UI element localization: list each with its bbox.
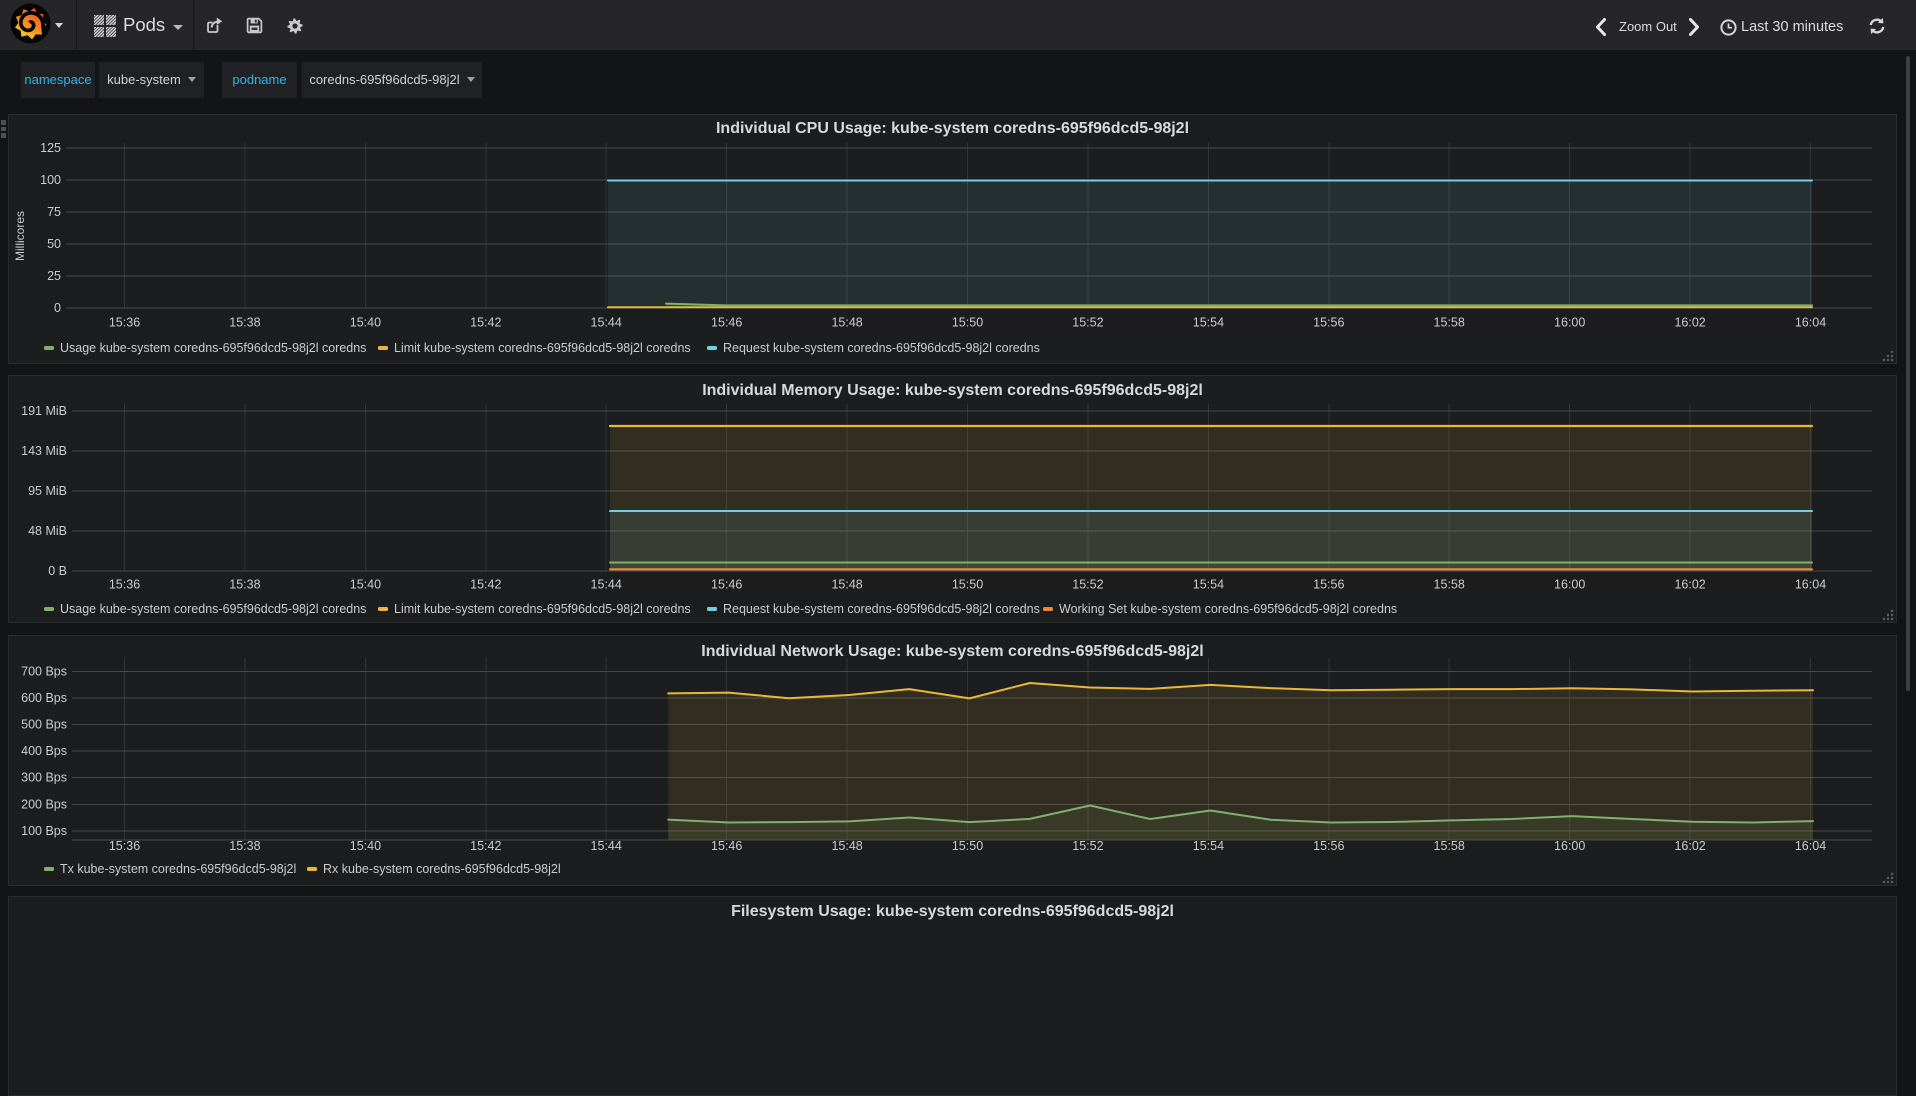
svg-text:16:02: 16:02 (1674, 839, 1705, 853)
svg-text:15:50: 15:50 (952, 578, 983, 592)
svg-text:25: 25 (47, 269, 61, 283)
svg-text:15:38: 15:38 (229, 839, 260, 853)
svg-text:15:40: 15:40 (350, 316, 381, 330)
svg-text:75: 75 (47, 205, 61, 219)
svg-text:15:38: 15:38 (229, 316, 260, 330)
svg-text:15:48: 15:48 (831, 316, 862, 330)
svg-text:15:44: 15:44 (591, 578, 622, 592)
svg-text:100: 100 (40, 173, 61, 187)
svg-text:15:36: 15:36 (109, 839, 140, 853)
svg-text:15:54: 15:54 (1193, 839, 1224, 853)
svg-text:15:56: 15:56 (1313, 316, 1344, 330)
svg-text:500 Bps: 500 Bps (21, 718, 67, 732)
svg-text:143 MiB: 143 MiB (21, 444, 67, 458)
svg-text:15:54: 15:54 (1193, 316, 1224, 330)
svg-text:16:00: 16:00 (1554, 578, 1585, 592)
svg-text:15:40: 15:40 (350, 578, 381, 592)
svg-text:15:42: 15:42 (470, 578, 501, 592)
svg-text:15:38: 15:38 (229, 578, 260, 592)
svg-text:15:46: 15:46 (711, 578, 742, 592)
svg-text:15:48: 15:48 (831, 578, 862, 592)
svg-text:15:40: 15:40 (350, 839, 381, 853)
svg-text:15:50: 15:50 (952, 839, 983, 853)
svg-text:191 MiB: 191 MiB (21, 404, 67, 418)
svg-text:100 Bps: 100 Bps (21, 824, 67, 838)
svg-text:16:04: 16:04 (1795, 839, 1826, 853)
svg-text:15:58: 15:58 (1434, 839, 1465, 853)
svg-text:15:36: 15:36 (109, 316, 140, 330)
svg-text:15:44: 15:44 (591, 316, 622, 330)
svg-text:600 Bps: 600 Bps (21, 691, 67, 705)
svg-text:0: 0 (54, 301, 61, 315)
svg-text:300 Bps: 300 Bps (21, 771, 67, 785)
svg-text:16:04: 16:04 (1795, 578, 1826, 592)
svg-text:15:58: 15:58 (1434, 316, 1465, 330)
svg-text:16:04: 16:04 (1795, 316, 1826, 330)
svg-text:15:56: 15:56 (1313, 839, 1344, 853)
svg-text:400 Bps: 400 Bps (21, 744, 67, 758)
svg-text:700 Bps: 700 Bps (21, 664, 67, 678)
svg-text:15:52: 15:52 (1072, 839, 1103, 853)
svg-text:48 MiB: 48 MiB (28, 524, 67, 538)
svg-text:16:02: 16:02 (1674, 316, 1705, 330)
svg-text:0 B: 0 B (48, 564, 67, 578)
svg-text:15:52: 15:52 (1072, 316, 1103, 330)
svg-text:15:56: 15:56 (1313, 578, 1344, 592)
svg-text:16:02: 16:02 (1674, 578, 1705, 592)
svg-text:15:46: 15:46 (711, 316, 742, 330)
svg-text:15:54: 15:54 (1193, 578, 1224, 592)
svg-text:125: 125 (40, 141, 61, 155)
svg-text:15:42: 15:42 (470, 316, 501, 330)
svg-text:15:42: 15:42 (470, 839, 501, 853)
svg-text:16:00: 16:00 (1554, 316, 1585, 330)
svg-text:16:00: 16:00 (1554, 839, 1585, 853)
svg-text:15:36: 15:36 (109, 578, 140, 592)
svg-text:15:46: 15:46 (711, 839, 742, 853)
svg-text:Millicores: Millicores (13, 211, 27, 261)
svg-text:95 MiB: 95 MiB (28, 484, 67, 498)
svg-text:15:44: 15:44 (591, 839, 622, 853)
svg-text:15:58: 15:58 (1434, 578, 1465, 592)
svg-text:15:50: 15:50 (952, 316, 983, 330)
svg-text:15:48: 15:48 (831, 839, 862, 853)
svg-text:50: 50 (47, 237, 61, 251)
svg-text:200 Bps: 200 Bps (21, 797, 67, 811)
svg-text:15:52: 15:52 (1072, 578, 1103, 592)
